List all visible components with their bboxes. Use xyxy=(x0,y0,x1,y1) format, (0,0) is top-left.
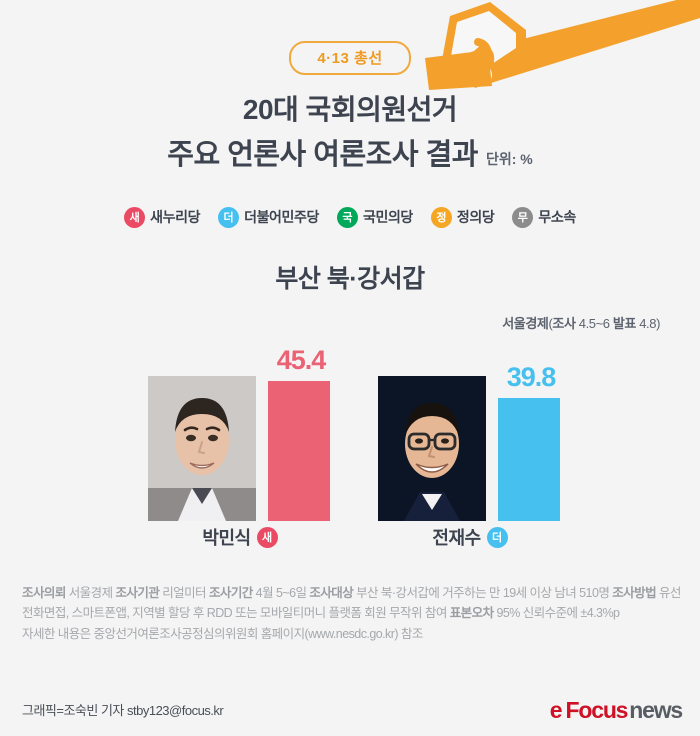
note-label-method: 조사방법 xyxy=(612,586,657,600)
legend-item-saenuri: 새 새누리당 xyxy=(124,206,201,228)
party-badge-saenuri-icon: 새 xyxy=(124,206,146,228)
legend-label-gukmin: 국민의당 xyxy=(362,209,413,225)
graphic-credit: 그래픽=조숙빈 기자 stby123@focus.kr xyxy=(22,703,224,718)
survey-source-paren-open: ( xyxy=(548,316,553,331)
candidate-bar-2 xyxy=(498,398,560,521)
legend-label-minjoo: 더불어민주당 xyxy=(244,209,319,225)
release-date: 4.8) xyxy=(635,316,660,331)
candidate-party-badge-1-icon: 새 xyxy=(256,526,278,548)
legend-label-independent: 무소속 xyxy=(538,209,576,225)
focus-news-logo: e Focus news xyxy=(549,697,683,723)
page-title-line2: 주요 언론사 여론조사 결과 xyxy=(167,139,478,171)
note-reference: 자세한 내용은 중앙선거여론조사공정심의위원회 홈페이지(www.nesdc.g… xyxy=(22,626,423,641)
candidate-party-badge-2-icon: 더 xyxy=(486,526,508,548)
legend-item-minjoo: 더 더불어민주당 xyxy=(218,206,319,228)
survey-source: 서울경제(조사 4.5~6 발표 4.8) xyxy=(0,313,700,332)
candidate-name-2: 전재수 xyxy=(432,528,481,548)
election-badge: 4·13 총선 xyxy=(289,41,411,75)
unit-note: 단위: % xyxy=(485,151,533,167)
header: 4·13 총선 20대 국회의원선거 주요 언론사 여론조사 결과 단위: % xyxy=(0,0,700,195)
page-title-line1: 20대 국회의원선거 xyxy=(242,94,458,125)
logo-news-text: news xyxy=(629,697,683,723)
party-badge-minjoo-icon: 더 xyxy=(218,206,240,228)
logo-focus-text: Focus xyxy=(565,697,629,723)
candidate-value-2: 39.8 xyxy=(506,362,557,392)
legend-label-saenuri: 새누리당 xyxy=(150,209,201,225)
note-value-requester: 서울경제 xyxy=(65,586,116,600)
candidate-name-row-1: 박민식 새 xyxy=(140,524,340,550)
candidate-value-1: 45.4 xyxy=(276,345,327,375)
release-label: 발표 xyxy=(612,316,637,331)
note-value-target: 부산 북·강서갑에 거주하는 만 19세 이상 남녀 510명 xyxy=(353,586,613,600)
title-block: 20대 국회의원선거 주요 언론사 여론조사 결과 단위: % xyxy=(0,92,700,173)
note-value-agency: 리얼미터 xyxy=(159,586,209,600)
candidate-name-1: 박민식 xyxy=(202,528,251,548)
legend-item-independent: 무 무소속 xyxy=(512,206,576,228)
candidate-column-1: 45.4 박민식 새 xyxy=(140,338,400,558)
legend-label-jeongui: 정의당 xyxy=(456,209,495,225)
methodology-note: 조사의뢰 서울경제 조사기관 리얼미터 조사기간 4월 5~6일 조사대상 부산… xyxy=(22,583,682,644)
note-value-margin: 95% 신뢰수준에 ±4.3%p xyxy=(493,606,620,621)
candidate-photo-2 xyxy=(378,376,486,521)
district-title: 부산 북·강서갑 xyxy=(275,265,425,293)
note-label-margin: 표본오차 xyxy=(449,606,494,621)
note-label-period: 조사기간 xyxy=(208,586,253,600)
legend-item-gukmin: 국 국민의당 xyxy=(336,206,413,228)
party-legend: 새 새누리당 더 더불어민주당 국 국민의당 정 정의당 무 무소속 xyxy=(0,197,700,237)
party-badge-jeongui-icon: 정 xyxy=(430,206,452,228)
note-value-method: 유선전화면접, 스마트폰앱, 지역별 할당 후 RDD 또는 모바일티머니 플랫… xyxy=(22,586,681,621)
note-label-agency: 조사기관 xyxy=(115,586,160,600)
results-bar-chart: 45.4 박민식 새 39.8 xyxy=(0,338,700,558)
note-label-target: 조사대상 xyxy=(309,586,354,600)
logo-e-icon: e xyxy=(549,697,563,723)
survey-source-agency: 서울경제 xyxy=(502,316,549,331)
legend-item-jeongui: 정 정의당 xyxy=(430,206,495,228)
survey-label: 조사 xyxy=(552,316,576,331)
note-value-period: 4월 5~6일 xyxy=(252,586,310,600)
candidate-photo-1 xyxy=(148,376,256,521)
party-badge-independent-icon: 무 xyxy=(512,206,534,228)
candidate-bar-1 xyxy=(268,381,330,521)
election-badge-wrap: 4·13 총선 xyxy=(0,41,700,75)
candidate-column-2: 39.8 전재수 더 xyxy=(370,338,630,558)
party-badge-gukmin-icon: 국 xyxy=(336,206,358,228)
survey-dates: 4.5~6 xyxy=(575,316,613,331)
candidate-name-row-2: 전재수 더 xyxy=(370,524,570,550)
note-label-requester: 조사의뢰 xyxy=(22,586,66,600)
